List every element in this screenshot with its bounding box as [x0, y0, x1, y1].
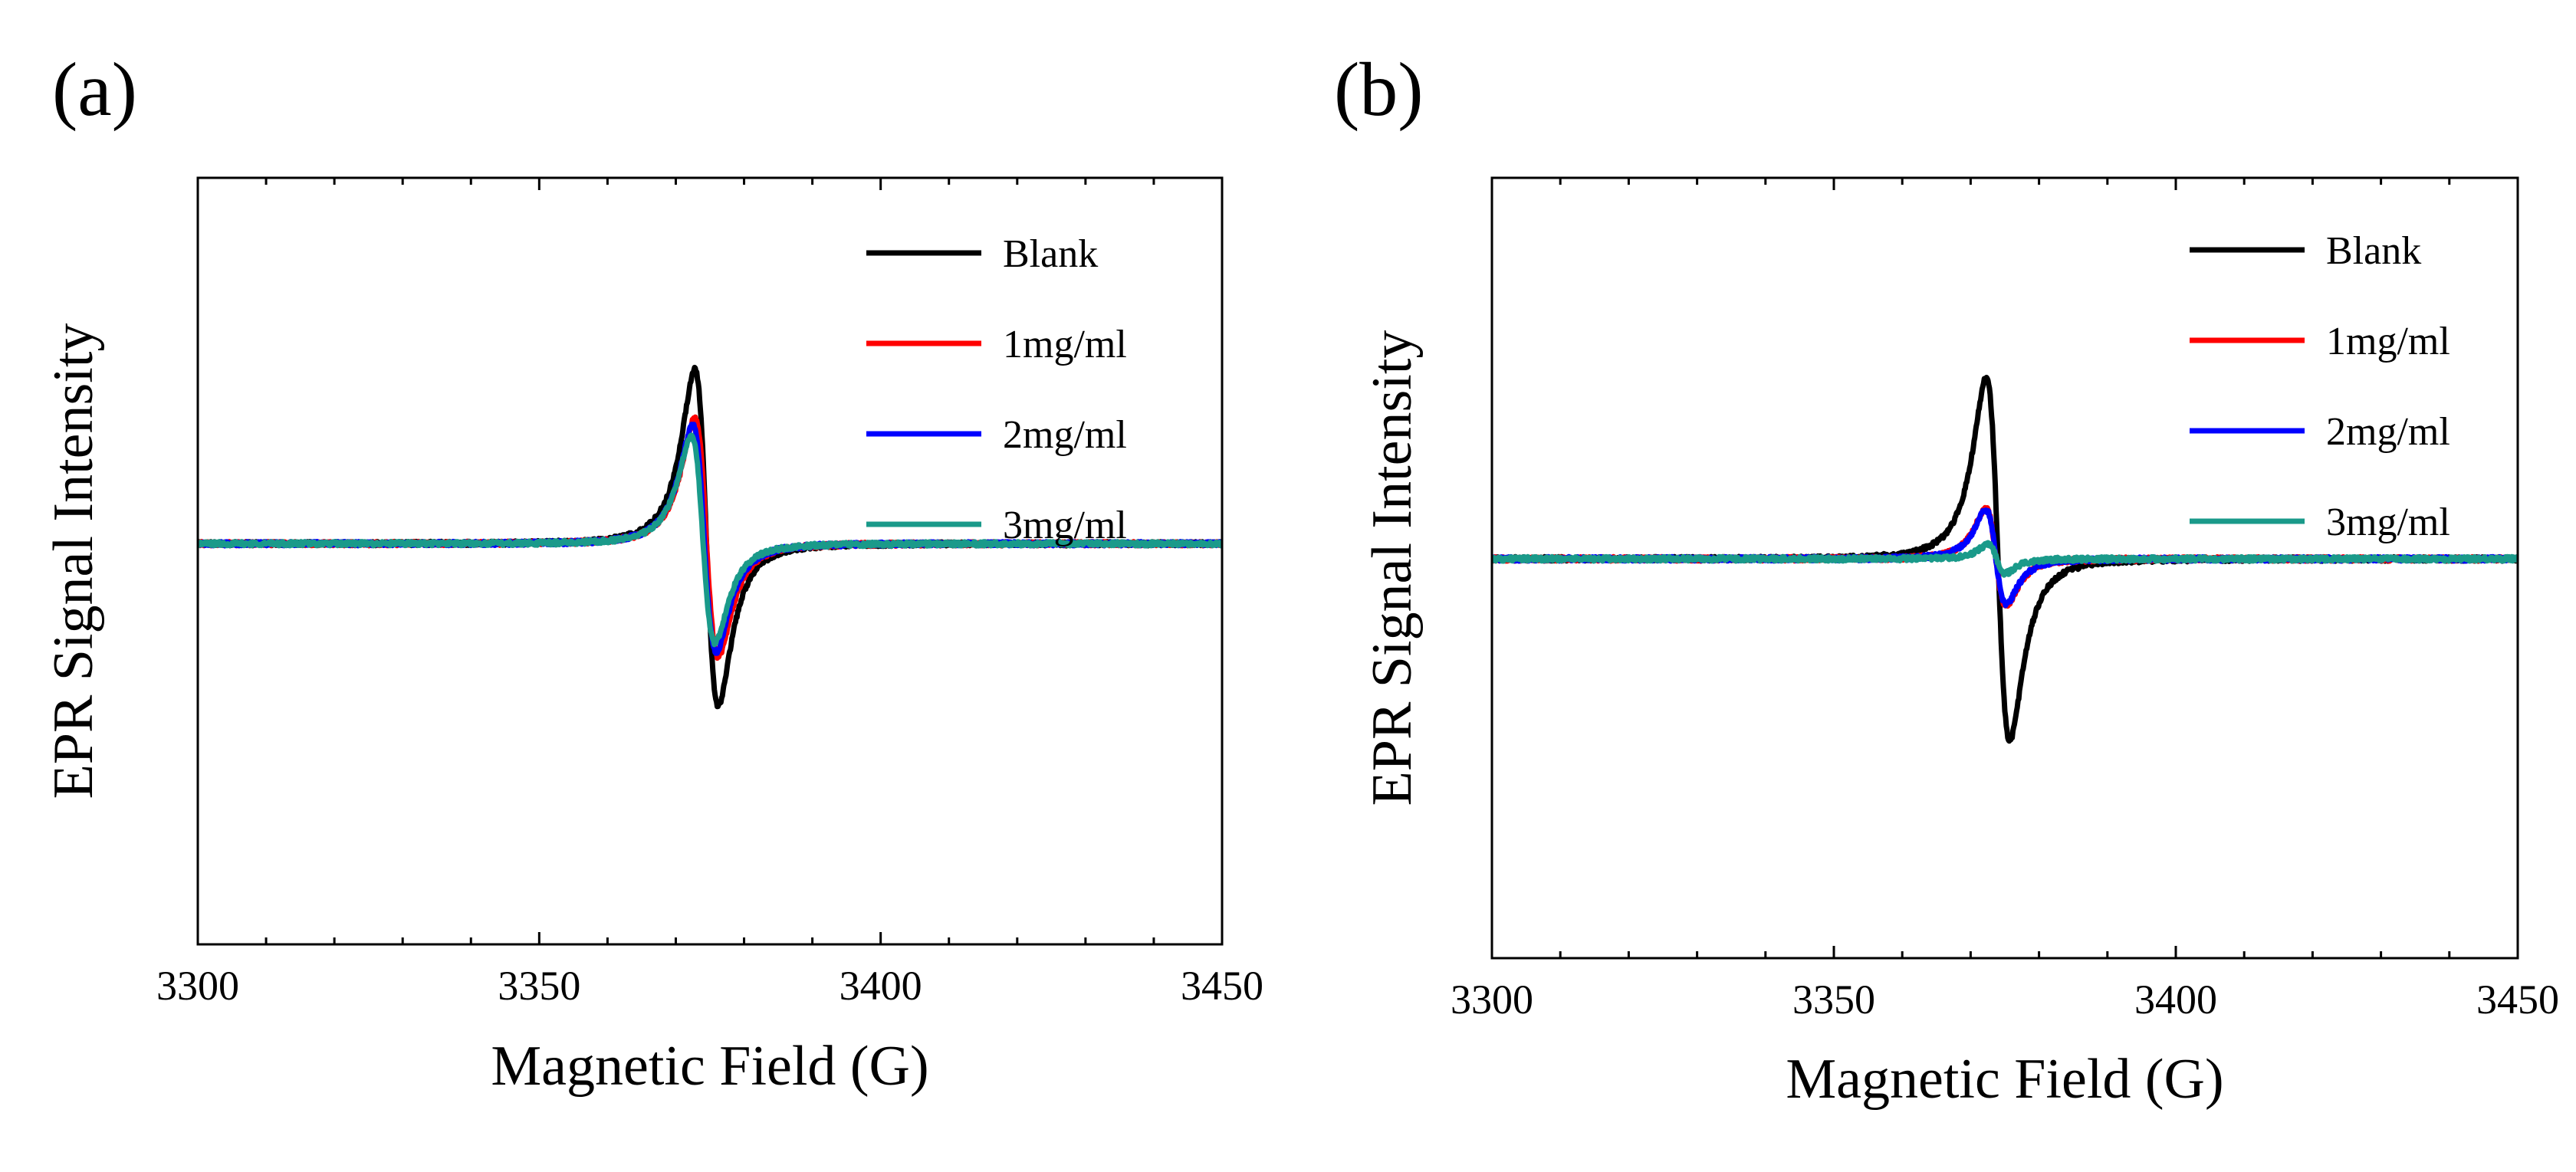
- y-axis-title: EPR Signal Intensity: [42, 323, 105, 799]
- series-line-3mgml: [1492, 540, 2518, 578]
- x-axis-title: Magnetic Field (G): [491, 1035, 928, 1098]
- x-tick-label: 3350: [1792, 977, 1875, 1023]
- x-tick-label: 3400: [2134, 977, 2217, 1023]
- x-tick-label: 3450: [2476, 977, 2559, 1023]
- plot-frame: [1490, 176, 2519, 960]
- legend-label: Blank: [1003, 232, 1098, 276]
- panel-label: (b): [1334, 47, 1424, 132]
- legend-label: 3mg/ml: [1003, 504, 1127, 547]
- x-tick-label: 3350: [498, 963, 580, 1009]
- chart-panel-b: (b) 3300 3350 3400 3450 Magnetic Field (G) EPR…: [1334, 47, 2559, 1111]
- legend-label: 2mg/ml: [2326, 410, 2450, 454]
- legend-label: 1mg/ml: [1003, 323, 1127, 366]
- legend-label: 2mg/ml: [1003, 413, 1127, 457]
- legend-label: Blank: [2326, 229, 2421, 273]
- legend-label: 3mg/ml: [2326, 501, 2450, 544]
- x-tick-label: 3300: [156, 963, 239, 1009]
- series-group: [1492, 374, 2518, 744]
- legend-label: 1mg/ml: [2326, 320, 2450, 363]
- x-axis-title: Magnetic Field (G): [1786, 1048, 2223, 1111]
- chart-panel-a: (a) 3300 3350 3400 3450 Magnetic Field (G) EPR…: [42, 47, 1263, 1098]
- plot-frame: [196, 176, 1224, 946]
- x-tick-label: 3300: [1451, 977, 1533, 1023]
- y-axis-title: EPR Signal Intensity: [1361, 330, 1424, 806]
- legend: Blank 1mg/ml 2mg/ml 3mg/ml: [2190, 229, 2450, 544]
- x-tick-label: 3450: [1181, 963, 1263, 1009]
- series-group: [198, 364, 1222, 710]
- panel-label: (a): [52, 47, 137, 132]
- legend: Blank 1mg/ml 2mg/ml 3mg/ml: [866, 232, 1127, 547]
- x-tick-label: 3400: [840, 963, 922, 1009]
- series-line-3mgml: [198, 432, 1222, 648]
